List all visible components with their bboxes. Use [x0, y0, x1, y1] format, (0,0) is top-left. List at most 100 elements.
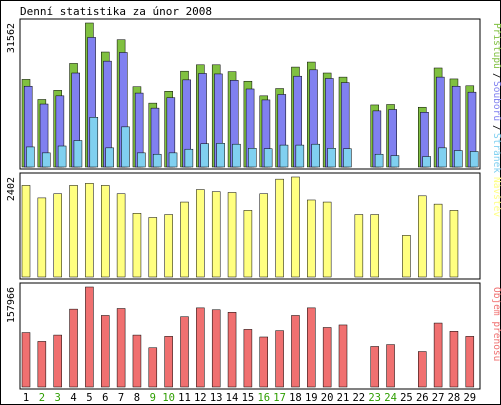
bar-objem-přenosu-day-4 [69, 308, 78, 388]
bar-objem-přenosu-day-8 [132, 334, 142, 388]
y-max-label: 31562 [6, 23, 17, 53]
bar-objem-přenosu-day-26 [418, 351, 427, 388]
x-tick-label: 14 [226, 392, 239, 404]
bar-objem-přenosu-day-6 [101, 315, 110, 388]
panel-kbytes: 157966 Objem přenosu [6, 282, 501, 390]
bar-stránek-day-29 [469, 151, 479, 168]
y-max-label: 2402 [6, 177, 17, 201]
bar-stránek-day-23 [374, 153, 384, 168]
bar-objem-přenosu-day-23 [370, 346, 379, 388]
bar-stránek-day-5 [89, 117, 99, 168]
legend-label: Souborů [491, 81, 501, 121]
bar-stránek-day-26 [422, 156, 431, 168]
bar-objem-přenosu-day-11 [180, 316, 189, 388]
bar-návštěv-day-23 [370, 214, 379, 278]
x-tick-label: 3 [55, 392, 61, 404]
x-tick-label: 6 [102, 392, 108, 404]
bar-návštěv-day-25 [402, 235, 411, 278]
bar-stránek-day-7 [121, 126, 130, 168]
x-tick-label: 21 [337, 392, 350, 404]
bar-návštěv-day-12 [196, 189, 205, 278]
bar-návštěv-day-5 [85, 183, 94, 278]
bar-stránek-day-1 [26, 146, 35, 168]
bar-objem-přenosu-day-16 [259, 336, 268, 388]
bar-stránek-day-19 [311, 143, 320, 168]
panel-legend: Přístupů / Souborů / Stránek [491, 23, 501, 173]
bar-objem-přenosu-day-9 [148, 347, 158, 388]
bar-návštěv-day-9 [148, 217, 158, 278]
bar-objem-přenosu-day-17 [275, 330, 284, 388]
x-tick-label: 29 [463, 392, 476, 404]
x-tick-label: 7 [118, 392, 124, 404]
bar-návštěv-day-27 [433, 203, 443, 278]
bar-objem-přenosu-day-27 [433, 322, 443, 388]
bar-objem-přenosu-day-18 [291, 315, 300, 388]
x-tick-label: 19 [305, 392, 318, 404]
bar-stránek-day-15 [248, 148, 257, 168]
bar-stránek-day-8 [137, 152, 146, 168]
bar-objem-přenosu-day-28 [449, 331, 459, 388]
bar-objem-přenosu-day-24 [386, 344, 395, 388]
bar-stránek-day-14 [232, 143, 241, 168]
x-tick-label: 10 [162, 392, 175, 404]
x-tick-label: 1 [23, 392, 29, 404]
bar-stránek-day-17 [279, 144, 289, 168]
bar-návštěv-day-6 [101, 185, 110, 278]
x-tick-label: 2 [39, 392, 45, 404]
y-max-label: 157966 [6, 287, 17, 323]
x-tick-label: 25 [400, 392, 413, 404]
x-tick-label: 18 [289, 392, 302, 404]
bar-stránek-day-13 [216, 143, 225, 168]
chart-title: Denní statistika za únor 2008 [20, 5, 212, 18]
bar-stránek-day-6 [105, 147, 114, 168]
x-tick-label: 16 [257, 392, 270, 404]
bar-objem-přenosu-day-21 [338, 324, 348, 388]
bar-objem-přenosu-day-13 [211, 309, 221, 388]
bar-stránek-day-20 [327, 148, 336, 168]
bar-stránek-day-28 [454, 150, 463, 168]
bar-objem-přenosu-day-7 [116, 308, 126, 388]
x-tick-label: 12 [194, 392, 207, 404]
bar-návštěv-day-26 [418, 195, 427, 278]
bar-návštěv-day-10 [164, 214, 173, 278]
x-axis: 1 2 3 4 5 6 7 8 9 10 11 12 13 14 15 16 17 18 19 20 21 22 23 24 2… [23, 392, 476, 404]
panel-hits: 31562 Přístupů / Souborů / Stránek [6, 18, 501, 173]
bar-stránek-day-10 [168, 152, 178, 168]
bar-objem-přenosu-day-3 [53, 334, 62, 388]
bar-návštěv-day-16 [259, 193, 268, 278]
x-tick-label: 26 [416, 392, 429, 404]
x-tick-label: 11 [178, 392, 191, 404]
x-tick-label: 8 [134, 392, 140, 404]
bar-stránek-day-9 [152, 153, 162, 168]
legend-label: Stránek [491, 133, 501, 173]
bar-objem-přenosu-day-5 [85, 286, 94, 388]
panel-visits: 2402 Návštěv [6, 172, 501, 280]
x-tick-label: 23 [368, 392, 381, 404]
bar-objem-přenosu-day-1 [21, 332, 31, 388]
x-tick-label: 5 [86, 392, 92, 404]
bar-návštěv-day-11 [180, 201, 189, 278]
chart-panels: 31562 Přístupů / Souborů / Stránek 2402 Návštěv… [6, 18, 501, 390]
x-tick-label: 9 [150, 392, 156, 404]
bar-stránek-day-27 [438, 147, 447, 168]
bar-návštěv-day-28 [449, 210, 459, 278]
x-tick-label: 28 [448, 392, 461, 404]
bar-objem-přenosu-day-12 [196, 307, 205, 388]
panel-legend: Objem přenosu [491, 287, 501, 361]
bar-návštěv-day-3 [53, 193, 62, 278]
bar-návštěv-day-17 [275, 178, 284, 278]
bar-návštěv-day-4 [69, 185, 78, 278]
legend-label: Objem přenosu [491, 287, 501, 361]
bar-objem-přenosu-day-10 [164, 336, 173, 388]
bar-stránek-day-24 [390, 155, 400, 168]
bar-návštěv-day-7 [116, 193, 126, 278]
bar-objem-přenosu-day-19 [307, 307, 316, 388]
bar-návštěv-day-14 [227, 192, 237, 278]
x-tick-label: 13 [210, 392, 223, 404]
bar-stránek-day-4 [73, 140, 83, 168]
bar-objem-přenosu-day-2 [37, 341, 47, 388]
bar-objem-přenosu-day-14 [227, 312, 237, 388]
x-tick-label: 22 [352, 392, 365, 404]
